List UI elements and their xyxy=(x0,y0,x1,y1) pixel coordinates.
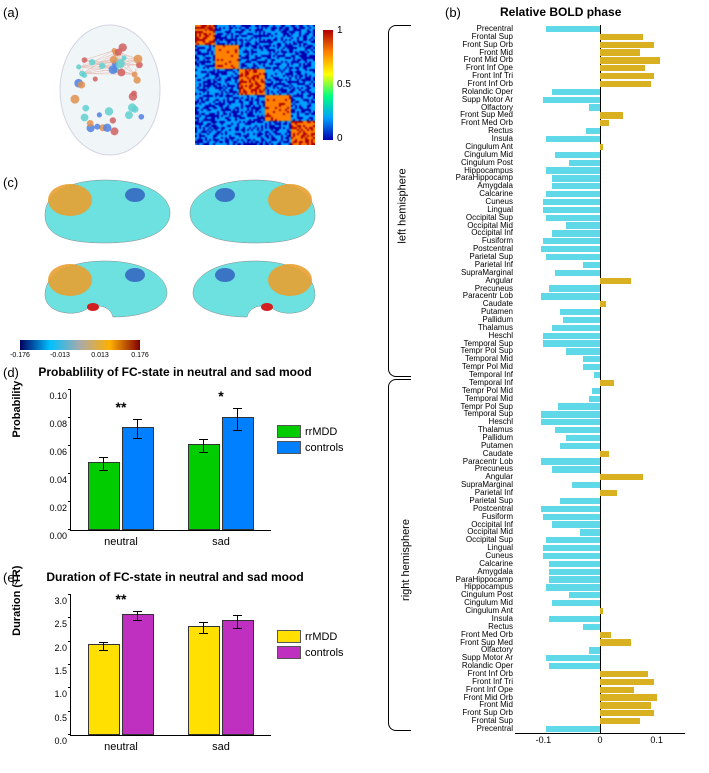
b-xaxis xyxy=(515,733,685,734)
colorbar-a xyxy=(323,30,333,140)
panel-d: Probablility of FC-state in neutral and … xyxy=(15,365,335,555)
b-bars: PrecentralFrontal SupFront Sup OrbFront … xyxy=(515,25,685,733)
panel-e: Duration of FC-state in neutral and sad … xyxy=(15,570,335,760)
cb-tick: 1 xyxy=(337,25,343,36)
cb-tick: 0.5 xyxy=(337,79,351,90)
legend-d: rrMDDcontrols xyxy=(277,425,344,457)
plot-d: 0.000.020.040.060.080.10neutral**sad* xyxy=(70,390,271,531)
panel-c xyxy=(15,175,335,350)
fc-matrix xyxy=(195,25,315,145)
d-title: Probablility of FC-state in neutral and … xyxy=(15,365,335,379)
legend-e: rrMDDcontrols xyxy=(277,630,344,662)
colorbar-c xyxy=(20,340,140,350)
plot-e: 0.00.51.01.52.02.53.0neutral**sad xyxy=(70,595,271,736)
cb-tick: 0 xyxy=(337,133,343,144)
panel-a: 0 0.5 1 xyxy=(15,15,335,165)
brain-network xyxy=(40,20,180,160)
b-title: Relative BOLD phase xyxy=(500,5,621,19)
d-ylabel: Probability xyxy=(11,381,23,438)
e-title: Duration of FC-state in neutral and sad … xyxy=(15,570,335,584)
panel-b: Relative BOLD phase PrecentralFrontal Su… xyxy=(360,5,700,765)
e-ylabel: Duration (TR) xyxy=(11,566,23,636)
